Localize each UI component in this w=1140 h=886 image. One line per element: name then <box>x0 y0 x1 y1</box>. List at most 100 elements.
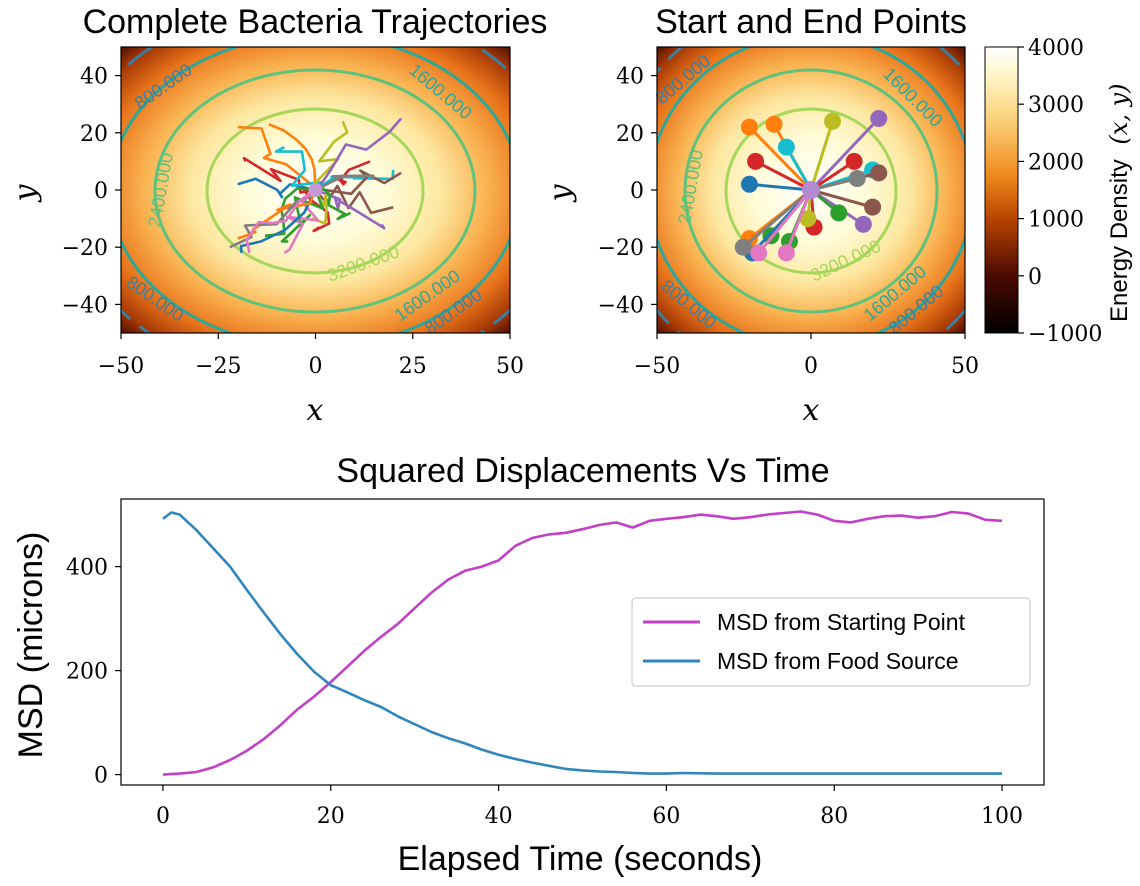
end-point-marker <box>734 238 752 256</box>
colorbar-tick-label: 2000 <box>1028 150 1084 175</box>
y-tick-label: 200 <box>66 660 108 685</box>
end-point-marker <box>824 112 842 130</box>
start-point-marker <box>802 181 820 199</box>
x-axis-label: x <box>803 393 820 428</box>
trajectory-line <box>315 188 386 230</box>
y-axis-label: y <box>543 183 578 203</box>
start-end-line <box>784 189 813 254</box>
trajectory-line <box>280 189 325 243</box>
trajectory-line <box>229 188 317 249</box>
end-point-marker <box>870 164 888 182</box>
y-tick-label: −20 <box>598 236 644 261</box>
x-tick-label: 0 <box>156 804 170 829</box>
end-point-marker <box>854 215 872 233</box>
end-point-marker <box>870 110 888 127</box>
x-tick-label: −50 <box>634 354 680 379</box>
end-point-marker <box>845 152 863 170</box>
colorbar-label-math: (x, y) <box>1105 84 1133 145</box>
contour-3200 <box>724 107 898 275</box>
y-tick-label: 0 <box>94 179 108 204</box>
y-tick-label: 20 <box>616 122 644 147</box>
end-point-marker <box>777 138 795 156</box>
colorbar-tick-label: 0 <box>1028 265 1042 290</box>
msd-lines <box>162 510 1003 776</box>
x-tick-label: 0 <box>309 354 323 379</box>
trajectory-line <box>314 174 376 192</box>
start-end-line <box>810 188 874 209</box>
end-point-marker <box>864 198 882 216</box>
y-tick-label: −20 <box>62 236 108 261</box>
end-point-marker <box>799 210 817 228</box>
trajectory-line <box>242 156 316 194</box>
x-tick-label: 25 <box>399 354 427 379</box>
axis-ticks: −50 0 50 40 20 0 −20 −40 <box>598 65 979 379</box>
trajectory-line <box>314 117 403 191</box>
colorbar-tick-label: 3000 <box>1028 93 1084 118</box>
end-point-marker <box>830 204 848 222</box>
y-tick-label: 20 <box>80 122 108 147</box>
x-tick-label: 20 <box>317 804 345 829</box>
y-tick-label: 400 <box>66 556 108 581</box>
axis-ticks: 0 20 40 60 80 100 0 200 400 <box>66 556 1023 829</box>
start-end-line <box>748 126 813 192</box>
contour-lines <box>657 47 965 333</box>
y-axis-label: y <box>8 183 43 203</box>
start-end-markers <box>734 110 888 262</box>
panel-trajectories: Complete Bacteria Trajectories 800.000 1… <box>8 3 548 428</box>
panel-msd: Squared Displacements Vs Time 0 20 40 60 80 1… <box>12 452 1045 878</box>
legend-entry: MSD from Starting Point <box>717 609 966 635</box>
chart-title: Complete Bacteria Trajectories <box>83 3 548 41</box>
x-tick-label: 50 <box>496 354 524 379</box>
end-point-marker <box>747 152 765 170</box>
x-tick-label: 40 <box>485 804 513 829</box>
colorbar-tick-label: 4000 <box>1028 36 1084 61</box>
y-tick-label: 40 <box>80 65 108 90</box>
x-tick-label: 0 <box>804 354 818 379</box>
start-end-line <box>754 160 812 192</box>
trajectory-line <box>245 188 317 254</box>
end-point-marker <box>777 244 795 262</box>
y-tick-label: 0 <box>630 179 644 204</box>
axis-ticks: −50 −25 0 25 50 40 20 0 −20 −40 <box>62 65 524 379</box>
start-end-line <box>757 189 813 254</box>
y-tick-label: −40 <box>598 293 644 318</box>
start-end-line <box>809 120 834 191</box>
y-tick-label: −40 <box>62 293 108 318</box>
trajectory-lines <box>229 117 403 254</box>
contour-3200 <box>205 107 425 275</box>
x-tick-label: 80 <box>820 804 848 829</box>
colorbar-label: Energy Density (x, y) <box>1105 84 1133 323</box>
colorbar-ticks: 4000 3000 2000 1000 0 −1000 <box>1018 36 1102 347</box>
trajectory-line <box>268 123 317 191</box>
y-tick-label: 40 <box>616 65 644 90</box>
trajectory-line <box>237 177 316 199</box>
series-line <box>162 510 1003 776</box>
chart-title: Start and End Points <box>655 3 967 41</box>
x-tick-label: −50 <box>98 354 144 379</box>
start-end-line <box>809 117 880 192</box>
start-point-marker <box>308 183 323 197</box>
end-point-marker <box>750 244 768 262</box>
start-end-line <box>742 188 812 249</box>
colorbar <box>984 46 1019 334</box>
x-axis-label: x <box>307 393 324 428</box>
colorbar-label-text: Energy Density <box>1106 159 1133 322</box>
end-point-marker <box>740 175 758 193</box>
contour-2400 <box>683 68 939 314</box>
end-point-marker <box>848 170 866 188</box>
colorbar-tick-label: −1000 <box>1028 322 1102 347</box>
start-end-line <box>749 182 812 192</box>
svg-text:Energy Density (x, y): Energy Density (x, y) <box>1105 84 1133 323</box>
legend-box <box>631 597 1031 687</box>
chart-title: Squared Displacements Vs Time <box>336 452 829 490</box>
trajectory-line <box>237 189 317 240</box>
panel-start-end: Start and End Points 800.000 1600.000 24… <box>543 3 1133 428</box>
contour-lines <box>121 47 510 333</box>
contour-2400 <box>153 68 477 314</box>
x-tick-label: 50 <box>951 354 979 379</box>
end-point-marker <box>765 115 783 133</box>
x-axis-label: Elapsed Time (seconds) <box>398 840 763 878</box>
x-tick-label: 100 <box>981 804 1023 829</box>
x-tick-label: −25 <box>195 354 241 379</box>
x-tick-label: 60 <box>652 804 680 829</box>
